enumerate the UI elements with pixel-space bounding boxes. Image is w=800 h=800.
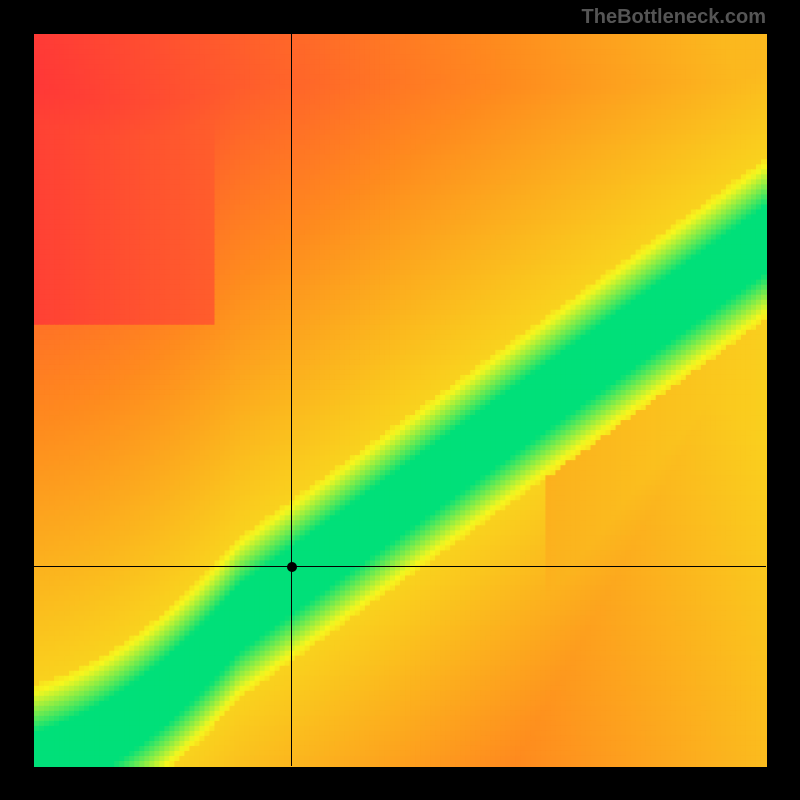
watermark-text: TheBottleneck.com <box>582 6 766 29</box>
data-point-marker <box>287 562 297 572</box>
chart-container: TheBottleneck.com <box>0 0 800 800</box>
heatmap-canvas <box>0 0 800 800</box>
crosshair-horizontal <box>34 566 766 567</box>
crosshair-vertical <box>291 34 292 766</box>
